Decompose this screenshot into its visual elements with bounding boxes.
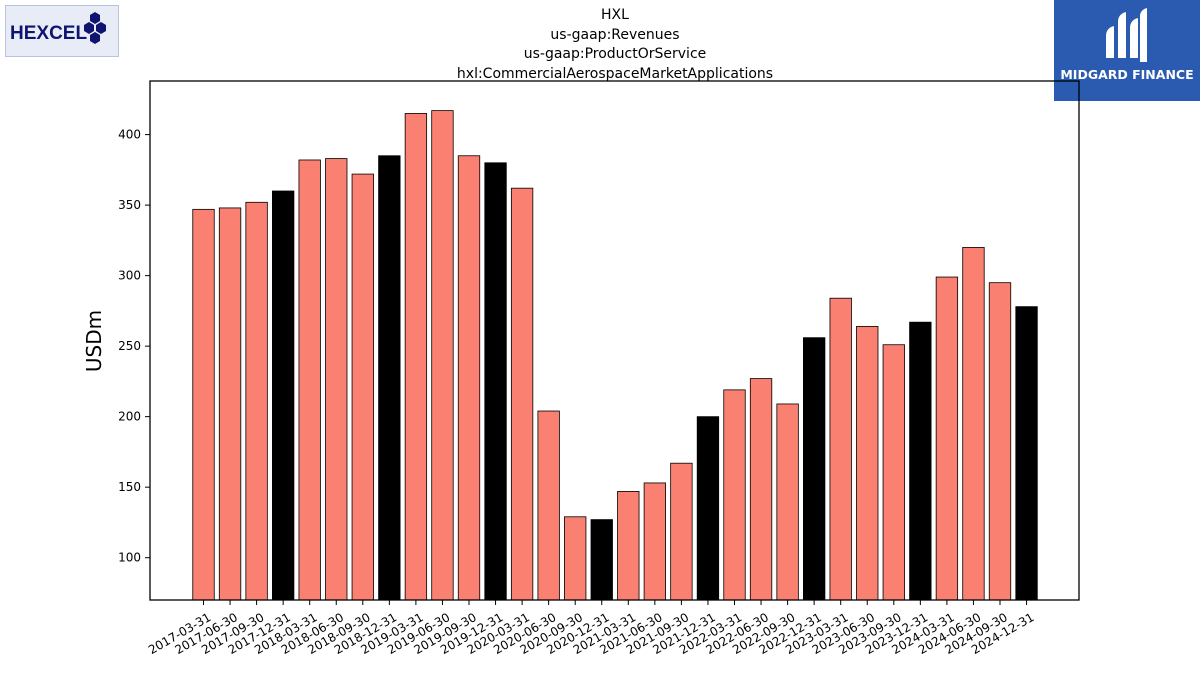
company-logo-text: HEXCEL [10, 23, 87, 44]
bar-2017-03-31 [192, 208, 215, 601]
bar-2020-12-31 [590, 519, 613, 601]
midgard-finance-logo-mark [1106, 8, 1147, 62]
bar-2017-09-30 [245, 201, 268, 601]
company-logo: HEXCEL [5, 5, 119, 57]
bar-2018-03-31 [298, 159, 321, 601]
bar-2020-06-30 [537, 410, 560, 601]
bar-2024-06-30 [962, 247, 985, 601]
midgard-finance-logo: MIDGARD FINANCE [1054, 0, 1200, 101]
bar-2023-09-30 [882, 344, 905, 601]
bar-2022-03-31 [723, 389, 746, 601]
bar-2022-09-30 [776, 403, 799, 601]
bar-2021-03-31 [617, 490, 640, 601]
y-tick-label: 100 [118, 551, 141, 565]
y-tick-label: 250 [118, 339, 141, 353]
bar-2021-09-30 [670, 462, 693, 601]
bar-2024-03-31 [935, 276, 959, 601]
y-tick-label: 300 [118, 269, 141, 283]
bar-2019-06-30 [431, 110, 454, 601]
chart-title: HXL us-gaap:Revenues us-gaap:ProductOrSe… [300, 6, 930, 84]
y-tick-label: 350 [118, 198, 141, 212]
title-line-axis: us-gaap:ProductOrService [523, 46, 707, 62]
bar-2023-03-31 [829, 297, 852, 601]
y-tick-label: 150 [118, 480, 141, 494]
bar-2019-03-31 [404, 113, 428, 601]
bar-2018-06-30 [325, 158, 348, 601]
brand-name: MIDGARD FINANCE [1060, 67, 1194, 82]
bar-2023-06-30 [856, 325, 879, 601]
bar-2023-12-31 [909, 321, 932, 601]
x-axis: 2017-03-312017-06-302017-09-302017-12-31… [146, 600, 1036, 657]
bar-2020-09-30 [564, 516, 587, 601]
bar-2017-06-30 [218, 207, 242, 601]
bar-2022-12-31 [803, 337, 826, 601]
bar-2021-12-31 [696, 416, 720, 601]
title-line-metric: us-gaap:Revenues [550, 26, 680, 43]
y-tick-label: 400 [118, 128, 141, 142]
bar-2017-12-31 [271, 190, 295, 601]
bars-layer [192, 110, 1038, 601]
bar-2022-06-30 [749, 378, 773, 601]
title-line-ticker: HXL [601, 7, 629, 23]
bar-2018-09-30 [351, 173, 374, 601]
y-tick-label: 200 [118, 410, 141, 424]
y-axis: 100 150 200 250 300 350 400 [118, 128, 150, 565]
bar-2020-03-31 [510, 187, 534, 601]
y-axis-label: USDm [82, 310, 106, 372]
bar-2018-12-31 [378, 155, 401, 601]
bar-2019-12-31 [484, 162, 507, 601]
bar-2021-06-30 [643, 482, 666, 601]
bar-2024-09-30 [988, 282, 1012, 601]
bar-2024-12-31 [1015, 306, 1038, 601]
title-line-member: hxl:CommercialAerospaceMarketApplication… [456, 65, 774, 82]
hexcel-logo-mark: HEXCEL [10, 12, 106, 44]
plot-frame [149, 80, 1080, 601]
bar-2019-09-30 [457, 155, 481, 601]
